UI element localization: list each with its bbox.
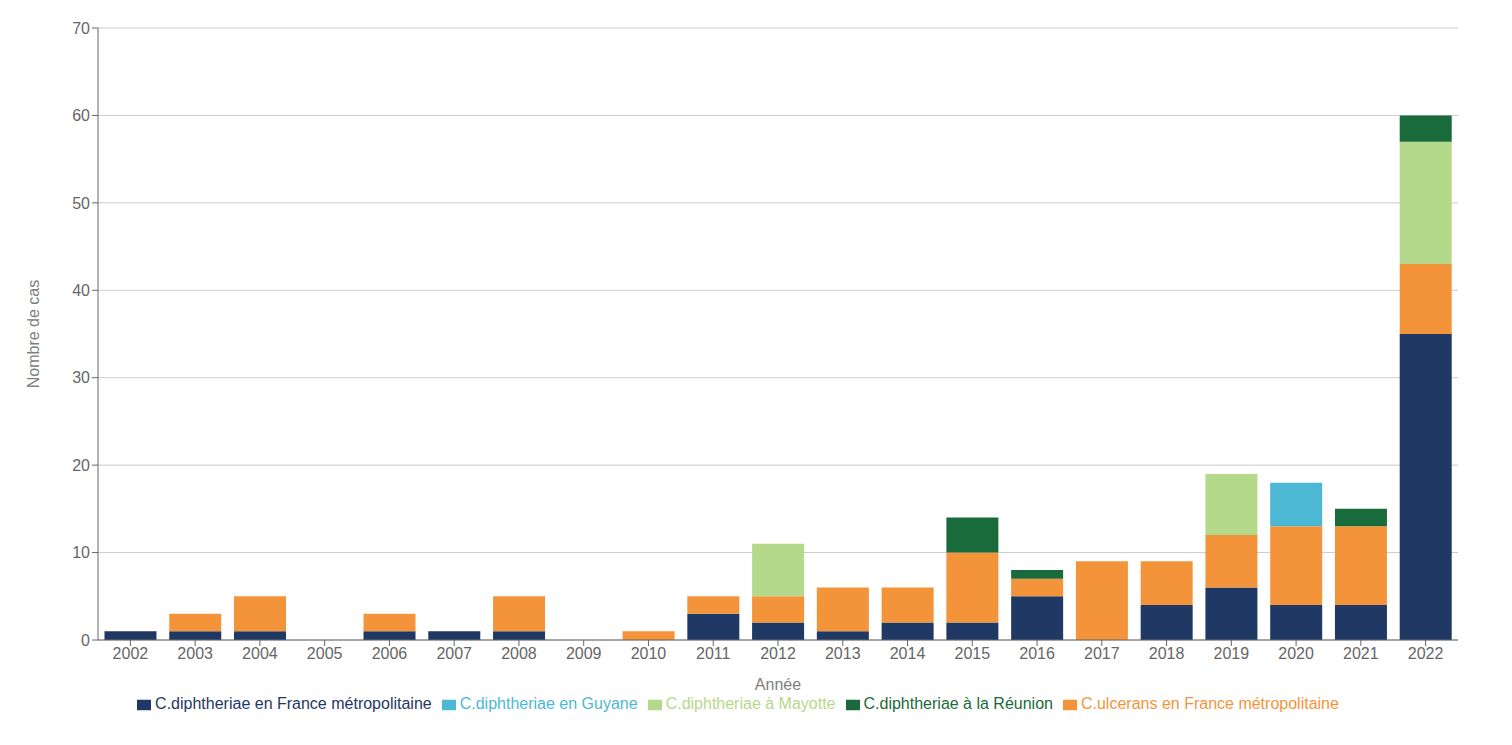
svg-text:70: 70 bbox=[72, 20, 90, 37]
svg-text:40: 40 bbox=[72, 282, 90, 299]
html-text:C.diphtheriae en Guyane: C.diphtheriae en Guyane bbox=[459, 695, 638, 712]
svg-text:2006: 2006 bbox=[372, 645, 408, 662]
html-text:C.diphtheriae à la Réunion: C.diphtheriae à la Réunion bbox=[863, 695, 1053, 712]
svg-text:2002: 2002 bbox=[113, 645, 149, 662]
svg-text:2009: 2009 bbox=[566, 645, 602, 662]
svg-text:2004: 2004 bbox=[242, 645, 278, 662]
html-text:C.ulcerans en France métropoli: C.ulcerans en France métropolitaine bbox=[1081, 695, 1339, 712]
svg-text:30: 30 bbox=[72, 369, 90, 386]
svg-text:2019: 2019 bbox=[1214, 645, 1250, 662]
svg-text:20: 20 bbox=[72, 457, 90, 474]
svg-text:Année: Année bbox=[755, 676, 801, 693]
svg-text:2021: 2021 bbox=[1343, 645, 1379, 662]
svg-text:2016: 2016 bbox=[1019, 645, 1055, 662]
svg-text:2005: 2005 bbox=[307, 645, 343, 662]
svg-text:60: 60 bbox=[72, 107, 90, 124]
svg-text:2022: 2022 bbox=[1408, 645, 1444, 662]
html-text:C.diphtheriae en France métrop: C.diphtheriae en France métropolitaine bbox=[155, 695, 432, 712]
svg-text:50: 50 bbox=[72, 195, 90, 212]
svg-text:2003: 2003 bbox=[177, 645, 213, 662]
svg-text:2012: 2012 bbox=[760, 645, 796, 662]
svg-text:0: 0 bbox=[81, 632, 90, 649]
svg-text:Nombre de cas: Nombre de cas bbox=[25, 280, 42, 389]
svg-text:2015: 2015 bbox=[954, 645, 990, 662]
svg-text:2011: 2011 bbox=[696, 645, 731, 662]
svg-text:2017: 2017 bbox=[1084, 645, 1120, 662]
svg-text:10: 10 bbox=[72, 544, 90, 561]
svg-text:2020: 2020 bbox=[1278, 645, 1314, 662]
svg-text:2010: 2010 bbox=[631, 645, 667, 662]
html-text:C.diphtheriae à Mayotte: C.diphtheriae à Mayotte bbox=[665, 695, 836, 712]
svg-text:2018: 2018 bbox=[1149, 645, 1185, 662]
svg-text:2013: 2013 bbox=[825, 645, 861, 662]
svg-text:2007: 2007 bbox=[436, 645, 472, 662]
svg-text:2014: 2014 bbox=[890, 645, 926, 662]
svg-text:2008: 2008 bbox=[501, 645, 537, 662]
